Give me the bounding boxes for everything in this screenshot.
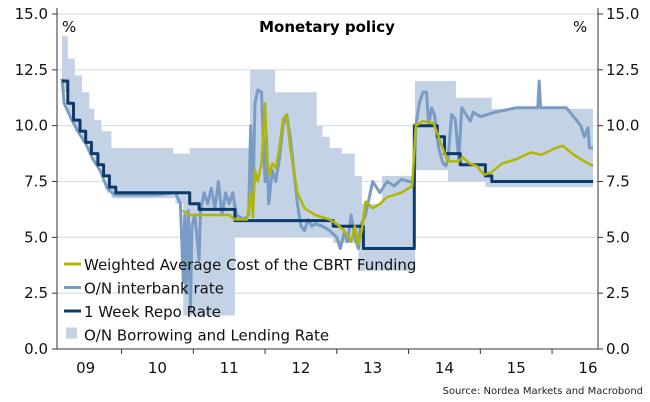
legend-swatch-band: [66, 327, 77, 339]
x-tick-label: 11: [220, 359, 239, 377]
legend-label-wacf: Weighted Average Cost of the CBRT Fundin…: [84, 256, 416, 274]
left-tick-label: 15.0: [15, 5, 48, 23]
right-tick-label: 12.5: [606, 61, 639, 79]
x-tick-label: 14: [435, 359, 454, 377]
series-line-wacf: [181, 102, 594, 246]
right-tick-label: 2.5: [606, 284, 630, 302]
left-unit-label: %: [62, 18, 76, 36]
right-tick-label: 0.0: [606, 340, 630, 358]
left-tick-label: 10.0: [15, 117, 48, 135]
legend: Weighted Average Cost of the CBRT Fundin…: [64, 256, 416, 345]
left-tick-label: 5.0: [24, 228, 48, 246]
source-note: Source: Nordea Markets and Macrobond: [443, 386, 643, 397]
x-tick-label: 09: [76, 359, 95, 377]
x-tick-label: 16: [578, 359, 597, 377]
right-tick-label: 10.0: [606, 117, 639, 135]
legend-label-repo: 1 Week Repo Rate: [84, 303, 221, 321]
chart-title: Monetary policy: [259, 18, 395, 36]
series-line-repo: [62, 79, 593, 250]
axes: 0.0 0.0 2.5 2.5 5.0 5.0 7.5 7.5 10.0 10.0 12.5 12.5…: [15, 5, 640, 377]
left-tick-label: 0.0: [24, 340, 48, 358]
x-tick-label: 13: [363, 359, 382, 377]
right-tick-label: 5.0: [606, 228, 630, 246]
right-unit-label: %: [573, 18, 587, 36]
band-area-borrowing-lending: [62, 36, 593, 316]
left-tick-label: 7.5: [24, 173, 48, 191]
x-tick-label: 15: [507, 359, 526, 377]
lines-layer: [60, 78, 594, 311]
legend-label-interbank: O/N interbank rate: [84, 280, 224, 298]
x-tick-label: 12: [291, 359, 310, 377]
left-tick-label: 12.5: [15, 61, 48, 79]
right-tick-label: 7.5: [606, 173, 630, 191]
left-tick-label: 2.5: [24, 284, 48, 302]
legend-label-band: O/N Borrowing and Lending Rate: [84, 327, 329, 345]
band-layer: [62, 36, 593, 316]
right-tick-label: 15.0: [606, 5, 639, 23]
x-tick-label: 10: [148, 359, 167, 377]
